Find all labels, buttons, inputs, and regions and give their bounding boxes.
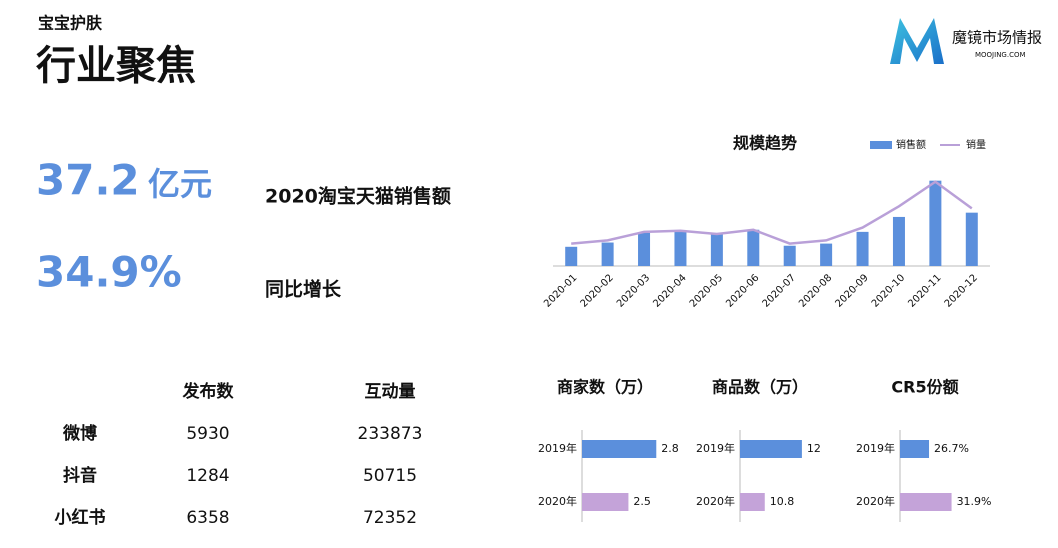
value-label: 26.7% bbox=[934, 442, 969, 455]
kpi-label: 同比增长 bbox=[265, 278, 342, 301]
x-tick-label: 2020-12 bbox=[943, 272, 980, 309]
row-header: 微博 bbox=[62, 423, 97, 444]
bar bbox=[710, 232, 723, 266]
bar bbox=[900, 493, 952, 511]
logo-url: MOOJING.COM bbox=[975, 51, 1026, 59]
x-tick-label: 2020-10 bbox=[870, 272, 907, 309]
x-tick-label: 2020-11 bbox=[906, 272, 943, 309]
bar bbox=[740, 440, 802, 458]
kpi-value: 34.9% bbox=[36, 248, 182, 297]
x-tick-label: 2020-05 bbox=[688, 272, 725, 309]
y-tick-label: 2020年 bbox=[856, 494, 895, 508]
bar bbox=[892, 216, 905, 266]
table-cell: 6358 bbox=[186, 508, 229, 528]
bar bbox=[900, 440, 930, 458]
value-label: 10.8 bbox=[770, 495, 795, 508]
bar bbox=[638, 232, 651, 266]
row-header: 抖音 bbox=[63, 465, 97, 486]
bar bbox=[783, 245, 796, 266]
y-tick-label: 2020年 bbox=[538, 494, 577, 508]
x-tick-label: 2020-06 bbox=[724, 272, 761, 309]
value-label: 2.5 bbox=[633, 495, 651, 508]
chart-title: 商家数（万） bbox=[557, 378, 653, 397]
kpi-unit: 亿元 bbox=[148, 165, 212, 203]
x-tick-label: 2020-03 bbox=[615, 272, 652, 309]
bar bbox=[856, 231, 869, 266]
x-tick-label: 2020-08 bbox=[797, 272, 834, 309]
y-tick-label: 2019年 bbox=[696, 441, 735, 455]
column-header: 互动量 bbox=[365, 381, 416, 402]
bar bbox=[820, 243, 833, 266]
bar bbox=[747, 229, 760, 266]
title: 行业聚焦 bbox=[36, 43, 196, 89]
legend-label: 销量 bbox=[966, 138, 986, 151]
value-label: 12 bbox=[807, 442, 821, 455]
x-tick-label: 2020-09 bbox=[833, 272, 870, 309]
logo-name: 魔镜市场情报 bbox=[952, 29, 1042, 47]
bar bbox=[582, 440, 657, 458]
table-cell: 50715 bbox=[363, 466, 417, 486]
row-header: 小红书 bbox=[55, 507, 106, 528]
legend-swatch bbox=[870, 141, 892, 149]
table-cell: 233873 bbox=[358, 424, 423, 444]
y-tick-label: 2019年 bbox=[856, 441, 895, 455]
chart-title: 商品数（万） bbox=[712, 378, 808, 397]
bar bbox=[601, 242, 614, 266]
subtitle: 宝宝护肤 bbox=[38, 14, 103, 33]
bar bbox=[740, 493, 765, 511]
bar bbox=[565, 246, 578, 266]
kpi-label: 2020淘宝天猫销售额 bbox=[265, 185, 451, 208]
kpi-value: 37.2 bbox=[36, 156, 140, 205]
y-tick-label: 2019年 bbox=[538, 441, 577, 455]
bar bbox=[582, 493, 629, 511]
chart-title: CR5份额 bbox=[891, 378, 958, 397]
bar bbox=[929, 180, 942, 266]
logo-mark bbox=[890, 18, 944, 64]
x-tick-label: 2020-02 bbox=[579, 272, 616, 309]
line bbox=[571, 180, 973, 245]
x-tick-label: 2020-01 bbox=[542, 272, 579, 309]
chart-title: 规模趋势 bbox=[733, 134, 797, 153]
bar bbox=[965, 212, 978, 266]
value-label: 31.9% bbox=[957, 495, 992, 508]
table-cell: 1284 bbox=[186, 466, 229, 486]
table-cell: 72352 bbox=[363, 508, 417, 528]
y-tick-label: 2020年 bbox=[696, 494, 735, 508]
x-tick-label: 2020-07 bbox=[761, 272, 798, 309]
legend-label: 销售额 bbox=[896, 138, 926, 151]
x-tick-label: 2020-04 bbox=[651, 272, 688, 309]
column-header: 发布数 bbox=[182, 381, 235, 402]
bar bbox=[674, 230, 687, 266]
value-label: 2.8 bbox=[661, 442, 679, 455]
table-cell: 5930 bbox=[186, 424, 229, 444]
